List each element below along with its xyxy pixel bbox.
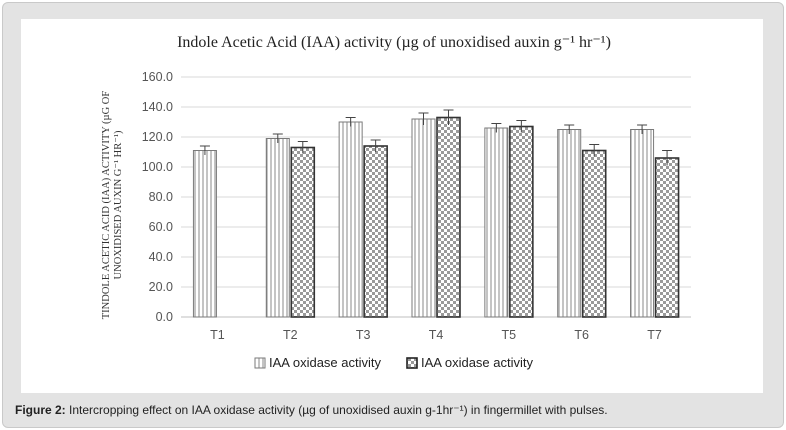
legend-label-series-1: IAA oxidase activity <box>269 355 381 370</box>
y-tick-label: 160.0 <box>142 70 173 84</box>
bar-series-1 <box>338 121 363 318</box>
y-tick-label: 80.0 <box>149 190 173 204</box>
bar-series-2 <box>654 157 680 318</box>
bar-series-1 <box>484 127 509 318</box>
x-tick-label: T6 <box>574 328 589 342</box>
y-axis-label-line-1: TINDOLE ACETIC ACID (IAA) ACTIVITY (µG O… <box>101 91 112 320</box>
figure-caption-label: Figure 2: <box>15 403 66 417</box>
figure-caption-text: Intercropping effect on IAA oxidase acti… <box>65 403 608 417</box>
chart-panel: Indole Acetic Acid (IAA) activity (µg of… <box>21 19 763 393</box>
x-tick-label: T7 <box>647 328 662 342</box>
bar-series-2 <box>581 149 607 318</box>
iaa-activity-chart: Indole Acetic Acid (IAA) activity (µg of… <box>101 34 691 370</box>
bar-series-1 <box>630 129 655 318</box>
y-tick-label: 20.0 <box>149 280 173 294</box>
legend-swatch-series-1 <box>254 357 266 369</box>
legend-label-series-2: IAA oxidase activity <box>421 355 533 370</box>
y-tick-label: 140.0 <box>142 100 173 114</box>
y-tick-label: 100.0 <box>142 160 173 174</box>
legend-swatch-series-2 <box>406 357 418 369</box>
bar-series-1 <box>265 138 290 318</box>
bar-series-1 <box>192 150 217 318</box>
y-axis-label-line-2: UNOXIDISED AUXIN G⁻¹ HR⁻¹) <box>113 130 124 279</box>
x-tick-label: T4 <box>429 328 444 342</box>
x-tick-label: T1 <box>210 328 225 342</box>
chart-title: Indole Acetic Acid (IAA) activity (µg of… <box>177 34 611 51</box>
x-tick-label: T2 <box>283 328 298 342</box>
bar-series-2 <box>290 146 316 318</box>
y-tick-label: 120.0 <box>142 130 173 144</box>
x-tick-label: T5 <box>502 328 517 342</box>
bar-series-1 <box>411 118 436 318</box>
y-tick-label: 0.0 <box>156 310 173 324</box>
y-tick-label: 40.0 <box>149 250 173 264</box>
y-tick-label: 60.0 <box>149 220 173 234</box>
bar-series-2 <box>509 125 534 318</box>
bar-series-1 <box>557 129 582 318</box>
x-tick-label: T3 <box>356 328 371 342</box>
figure-caption: Figure 2: Intercropping effect on IAA ox… <box>15 403 775 417</box>
bar-series-2 <box>436 116 461 318</box>
bar-series-2 <box>363 145 388 318</box>
